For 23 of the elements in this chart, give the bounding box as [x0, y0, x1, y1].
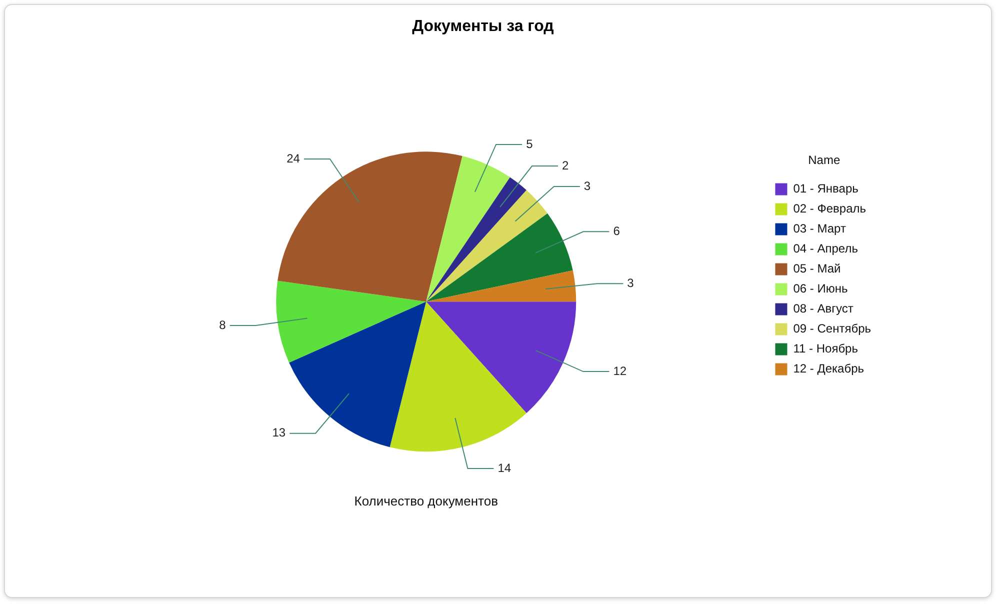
data-label: 24 [286, 151, 300, 166]
legend-label: 02 - Февраль [793, 202, 866, 216]
legend-label: 11 - Ноябрь [793, 342, 858, 356]
data-label: 8 [219, 318, 226, 332]
text: Количество документов [354, 494, 498, 509]
legend-label: 08 - Август [793, 302, 854, 316]
data-label: 2 [562, 158, 570, 172]
data-label: 14 [498, 460, 512, 475]
data-label: 13 [272, 426, 286, 440]
data-label: 6 [613, 224, 620, 238]
legend-title: Name [808, 153, 840, 168]
legend-label: 03 - Март [793, 222, 846, 236]
legend-label: 12 - Декабрь [793, 362, 864, 376]
chart-title: Документы за год [412, 18, 554, 36]
legend-label: 01 - Январь [793, 182, 858, 196]
legend-label: 09 - Сентябрь [793, 322, 872, 336]
legend-label: 04 - Апрель [793, 242, 858, 256]
data-label: 3 [584, 178, 591, 193]
data-label: 12 [613, 364, 627, 378]
data-label: 5 [526, 136, 534, 151]
legend-label: 05 - Май [793, 262, 841, 276]
data-label: 3 [627, 276, 634, 290]
legend-label: 06 - Июнь [793, 282, 848, 296]
